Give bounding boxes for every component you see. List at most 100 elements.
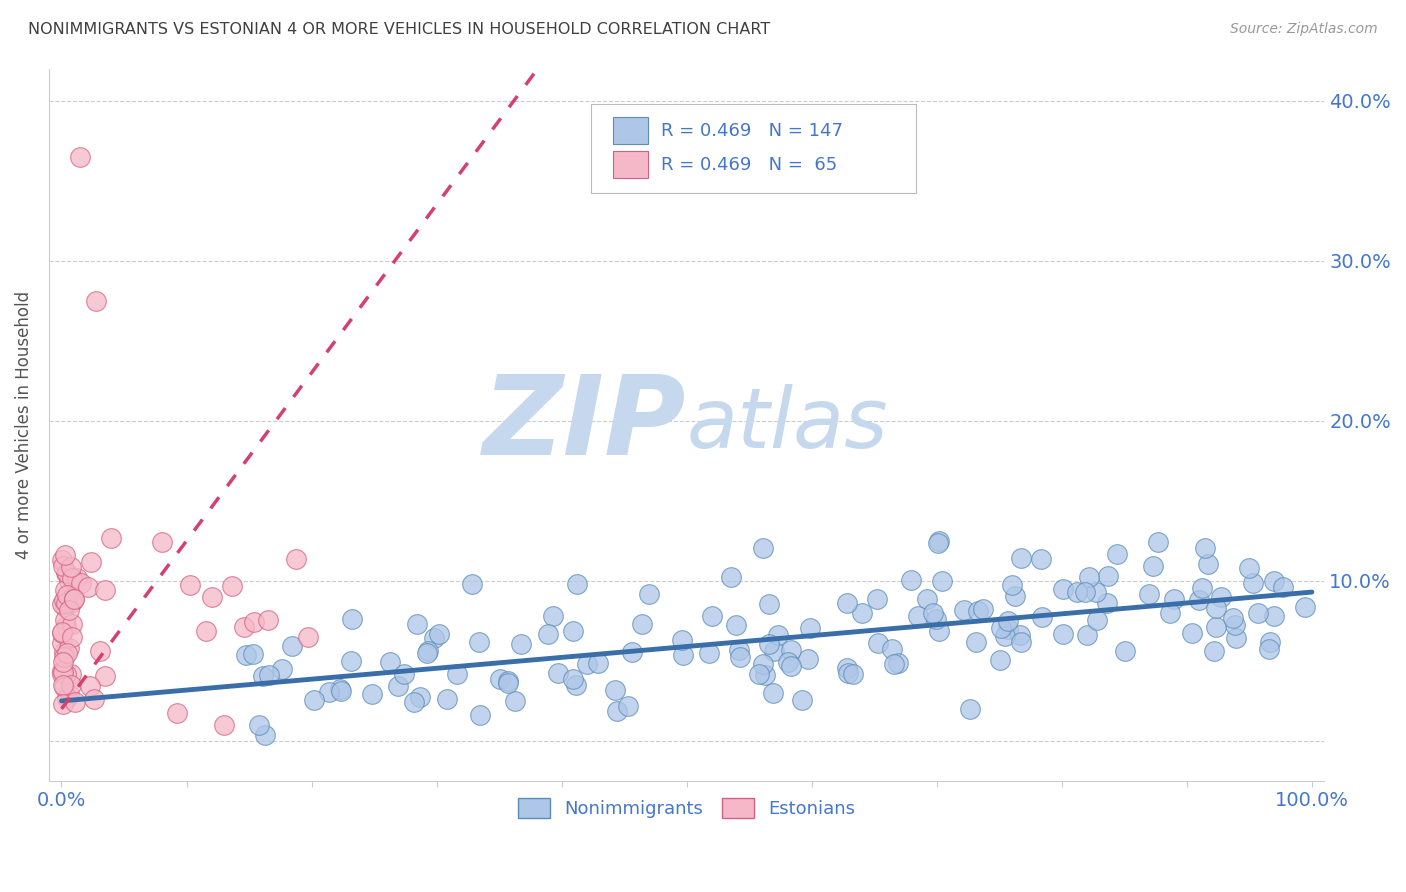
Point [509, 637, 531, 651]
Point [866, 636, 889, 650]
Point [603, 682, 626, 697]
Point [620, 645, 643, 659]
Point [89, 644, 111, 658]
Point [55, 596, 77, 610]
Point [541, 609, 564, 624]
Point [953, 603, 976, 617]
Point [1085, 584, 1108, 599]
Point [63, 695, 86, 709]
Point [562, 672, 585, 686]
Point [725, 618, 748, 632]
Point [470, 708, 492, 723]
Point [617, 699, 640, 714]
Point [754, 667, 776, 681]
Point [883, 657, 905, 672]
Point [887, 656, 910, 670]
Point [931, 574, 953, 588]
Point [1181, 626, 1204, 640]
Point [1008, 628, 1031, 642]
Point [1137, 587, 1160, 601]
Point [60, 678, 83, 692]
Point [489, 672, 512, 686]
Point [1076, 628, 1098, 642]
Point [1146, 535, 1168, 549]
Text: Source: ZipAtlas.com: Source: ZipAtlas.com [1230, 22, 1378, 37]
Point [1159, 606, 1181, 620]
Point [394, 667, 416, 681]
Point [835, 661, 858, 675]
Point [928, 624, 950, 638]
Point [60, 595, 83, 609]
Point [150, 535, 173, 549]
Point [606, 704, 628, 718]
Point [94, 669, 117, 683]
Point [427, 627, 450, 641]
Point [1223, 618, 1246, 632]
Point [1222, 611, 1244, 625]
Point [990, 621, 1012, 635]
Point [468, 635, 491, 649]
Point [496, 676, 519, 690]
Point [94, 582, 117, 597]
Point [728, 650, 751, 665]
Point [758, 597, 780, 611]
Point [1097, 596, 1119, 610]
Point [329, 681, 352, 696]
Point [58, 603, 80, 617]
Point [235, 648, 257, 662]
Point [1257, 641, 1279, 656]
Point [671, 633, 693, 648]
Point [1074, 584, 1097, 599]
Point [52, 593, 75, 607]
Text: R = 0.469   N = 147: R = 0.469 N = 147 [661, 121, 844, 139]
Point [631, 616, 654, 631]
Point [1078, 570, 1101, 584]
Point [752, 657, 775, 671]
Point [62, 592, 84, 607]
FancyBboxPatch shape [613, 151, 648, 178]
Point [51, 624, 73, 639]
Point [51, 597, 73, 611]
Point [51, 636, 73, 650]
Point [792, 692, 814, 706]
Point [748, 667, 770, 681]
Point [1241, 575, 1264, 590]
Point [404, 695, 426, 709]
Point [281, 639, 304, 653]
Point [55, 588, 77, 602]
Point [1010, 635, 1032, 649]
Text: R = 0.469   N =  65: R = 0.469 N = 65 [661, 156, 838, 174]
Point [243, 615, 266, 630]
Point [959, 702, 981, 716]
Point [51, 667, 73, 681]
Point [1263, 574, 1285, 588]
Point [965, 635, 987, 649]
Point [988, 653, 1011, 667]
Point [52, 645, 75, 659]
Point [1142, 559, 1164, 574]
Point [221, 579, 243, 593]
Point [780, 642, 803, 657]
Point [76, 580, 98, 594]
Point [79, 679, 101, 693]
Point [416, 643, 439, 657]
Point [1247, 606, 1270, 620]
Point [1191, 582, 1213, 596]
Point [972, 602, 994, 616]
Point [752, 541, 775, 555]
Point [1085, 613, 1108, 627]
Point [100, 531, 122, 545]
Point [52, 649, 75, 664]
Point [446, 666, 468, 681]
Point [285, 552, 308, 566]
Point [586, 656, 609, 670]
Point [672, 648, 695, 662]
Point [1004, 589, 1026, 603]
Point [247, 717, 270, 731]
Point [720, 570, 742, 584]
Point [51, 664, 73, 678]
Point [928, 533, 950, 548]
Point [252, 669, 274, 683]
Point [1052, 582, 1074, 596]
Point [52, 665, 75, 680]
